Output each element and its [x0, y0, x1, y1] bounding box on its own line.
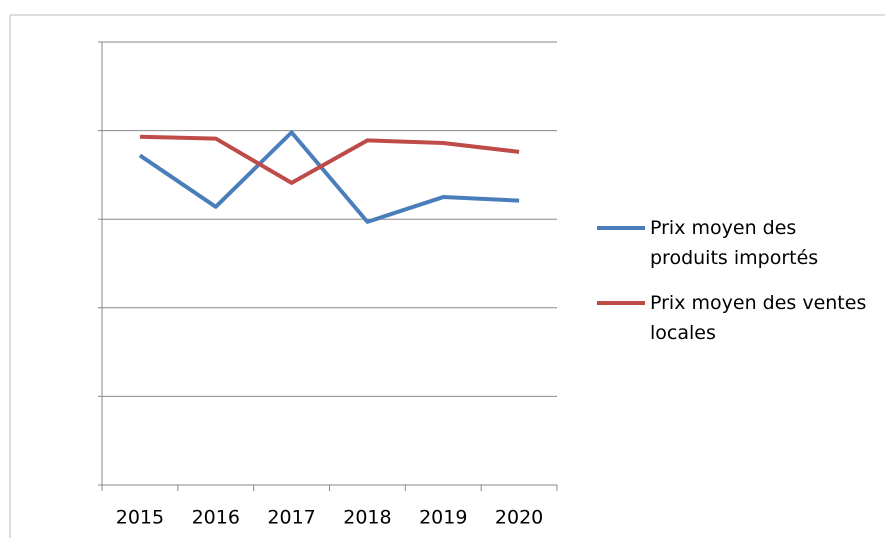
x-tick-label: 2020: [495, 507, 543, 529]
x-tick-label: 2018: [343, 507, 391, 529]
legend-label: Prix moyen des ventes locales: [650, 292, 867, 344]
x-tick-label: 2019: [419, 507, 467, 529]
series-line: [138, 130, 520, 224]
x-tick-label: 2016: [192, 507, 240, 529]
legend-label: Prix moyen des produits importés: [650, 217, 819, 269]
x-tick-label: 2017: [267, 507, 315, 529]
x-tick-label: 2015: [116, 507, 164, 529]
series-line: [139, 134, 520, 185]
